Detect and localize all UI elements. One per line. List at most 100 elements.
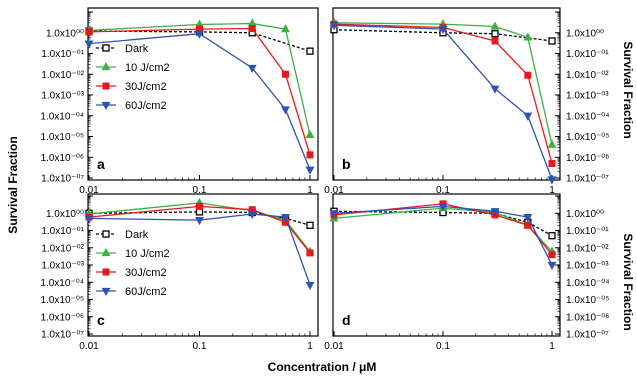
data-point [491, 30, 499, 38]
panel-c: 1.0x10⁰⁰ 1.0x10⁻⁰¹ 1.0x10⁻⁰² 1.0x10⁻⁰³ 1.0x1… [40, 193, 319, 352]
y-tick-label: 1.0x10⁻⁰⁴ [40, 278, 84, 289]
series-line [333, 24, 553, 180]
y-axis-title-left: Survival Fraction [6, 136, 20, 233]
y-tick-label: 1.0x10⁻⁰² [41, 243, 84, 254]
x-tick-label: 0.1 [193, 341, 207, 352]
y-tick-label: 1.0x10⁻⁰¹ [566, 49, 609, 60]
data-point [490, 85, 500, 94]
panel-label: a [97, 156, 105, 172]
series-60j-cm2 [84, 30, 315, 175]
series-line [88, 211, 311, 226]
legend-label: 10 J/cm2 [125, 248, 170, 260]
data-point [195, 30, 204, 39]
data-point [281, 70, 289, 78]
y-tick-label: 1.0x10⁻⁰⁶ [566, 312, 609, 323]
data-point [491, 37, 499, 45]
series-line [333, 29, 553, 42]
legend-swatch-marker [102, 82, 110, 90]
data-point [305, 281, 315, 290]
legend-label: 60J/cm2 [125, 100, 167, 112]
panel-b: 1.0x10⁰⁰ 1.0x10⁻⁰¹ 1.0x10⁻⁰² 1.0x10⁻⁰³ 1.0x1… [324, 7, 610, 196]
y-tick-label: 1.0x10⁻⁰³ [41, 261, 84, 272]
data-point [281, 106, 290, 115]
y-tick-label: 1.0x10⁻⁰³ [566, 261, 609, 272]
data-point [490, 21, 500, 30]
legend-label: 30J/cm2 [125, 81, 167, 93]
data-point [84, 215, 94, 224]
legend-swatch-marker [101, 287, 111, 297]
y-tick-label: 1.0x10⁻⁰⁶ [41, 312, 84, 323]
panel-a: 1.0x10⁰⁰ 1.0x10⁻⁰¹ 1.0x10⁻⁰² 1.0x10⁻⁰³ 1.0x1… [40, 7, 319, 196]
y-tick-label: 1.0x10⁻⁰⁴ [566, 278, 610, 289]
series-30j-cm2 [85, 25, 314, 159]
legend-label: Dark [125, 229, 149, 241]
legend-label: 10 J/cm2 [125, 62, 170, 74]
y-tick-label: 1.0x10⁻⁰⁷ [41, 174, 84, 185]
series-30j-cm2 [330, 20, 556, 167]
data-point [547, 176, 557, 185]
y-tick-label: 1.0x10⁻⁰³ [41, 91, 84, 102]
y-tick-label: 1.0x10⁰⁰ [46, 209, 84, 220]
x-tick-label: 1 [549, 185, 555, 196]
data-point [524, 71, 532, 79]
x-tick-label: 0.1 [436, 185, 450, 196]
y-tick-label: 1.0x10⁻⁰⁵ [41, 295, 84, 306]
legend-swatch-marker [101, 247, 111, 257]
series-10-j-cm2 [329, 17, 557, 148]
data-point [195, 217, 204, 226]
data-point [306, 151, 314, 159]
series-line [88, 33, 311, 170]
data-point [548, 37, 556, 45]
data-point [248, 25, 256, 33]
legend: Dark 10 J/cm2 30J/cm2 60J/cm2 [96, 229, 170, 298]
legend-label: 60J/cm2 [125, 286, 167, 298]
series-line [333, 22, 553, 145]
x-tick-label: 0.01 [324, 341, 344, 352]
data-point [281, 24, 290, 33]
y-tick-label: 1.0x10⁻⁰² [41, 70, 84, 81]
y-tick-label: 1.0x10⁻⁰¹ [41, 49, 84, 60]
plot-frame [332, 7, 561, 181]
x-tick-label: 1 [307, 341, 313, 352]
y-tick-label: 1.0x10⁻⁰⁵ [41, 132, 84, 143]
y-axis-title-right: Survival Fraction [621, 41, 635, 138]
series-60j-cm2 [329, 22, 557, 185]
x-tick-label: 0.1 [436, 341, 450, 352]
y-tick-label: 1.0x10⁻⁰¹ [41, 226, 84, 237]
data-point [547, 139, 557, 148]
legend-swatch-marker [101, 101, 111, 111]
legend: Dark 10 J/cm2 30J/cm2 60J/cm2 [96, 43, 170, 112]
y-tick-label: 1.0x10⁻⁰⁵ [566, 132, 609, 143]
y-tick-label: 1.0x10⁰⁰ [566, 28, 604, 39]
plot-frame [87, 7, 319, 181]
x-tick-label: 1 [307, 185, 313, 196]
x-tick-label: 0.01 [79, 185, 99, 196]
y-tick-label: 1.0x10⁻⁰⁶ [41, 153, 84, 164]
y-tick-label: 1.0x10⁻⁰⁶ [566, 153, 609, 164]
data-point [490, 208, 500, 217]
y-tick-label: 1.0x10⁻⁰² [566, 70, 609, 81]
series-line [333, 23, 553, 164]
x-tick-label: 0.01 [79, 341, 99, 352]
y-tick-label: 1.0x10⁻⁰⁷ [41, 330, 84, 341]
x-axis-title: Concentration / μM [268, 360, 377, 374]
data-point [306, 47, 314, 55]
legend-label: Dark [125, 43, 149, 55]
series-line [88, 27, 311, 156]
y-tick-label: 1.0x10⁻⁰³ [566, 91, 609, 102]
y-tick-label: 1.0x10⁰⁰ [46, 28, 84, 39]
data-point [523, 213, 533, 223]
y-tick-label: 1.0x10⁻⁰² [566, 243, 609, 254]
data-point [524, 221, 532, 229]
y-tick-label: 1.0x10⁻⁰⁴ [40, 111, 84, 122]
data-point [547, 261, 557, 271]
data-point [306, 249, 314, 257]
y-tick-label: 1.0x10⁻⁰⁵ [566, 295, 609, 306]
data-point [523, 112, 533, 121]
data-point [329, 210, 339, 219]
y-tick-label: 1.0x10⁻⁰⁷ [566, 174, 609, 185]
data-point [305, 166, 315, 175]
data-point [281, 213, 290, 223]
panel-d: 1.0x10⁰⁰ 1.0x10⁻⁰¹ 1.0x10⁻⁰² 1.0x10⁻⁰³ 1.0x1… [324, 193, 610, 352]
